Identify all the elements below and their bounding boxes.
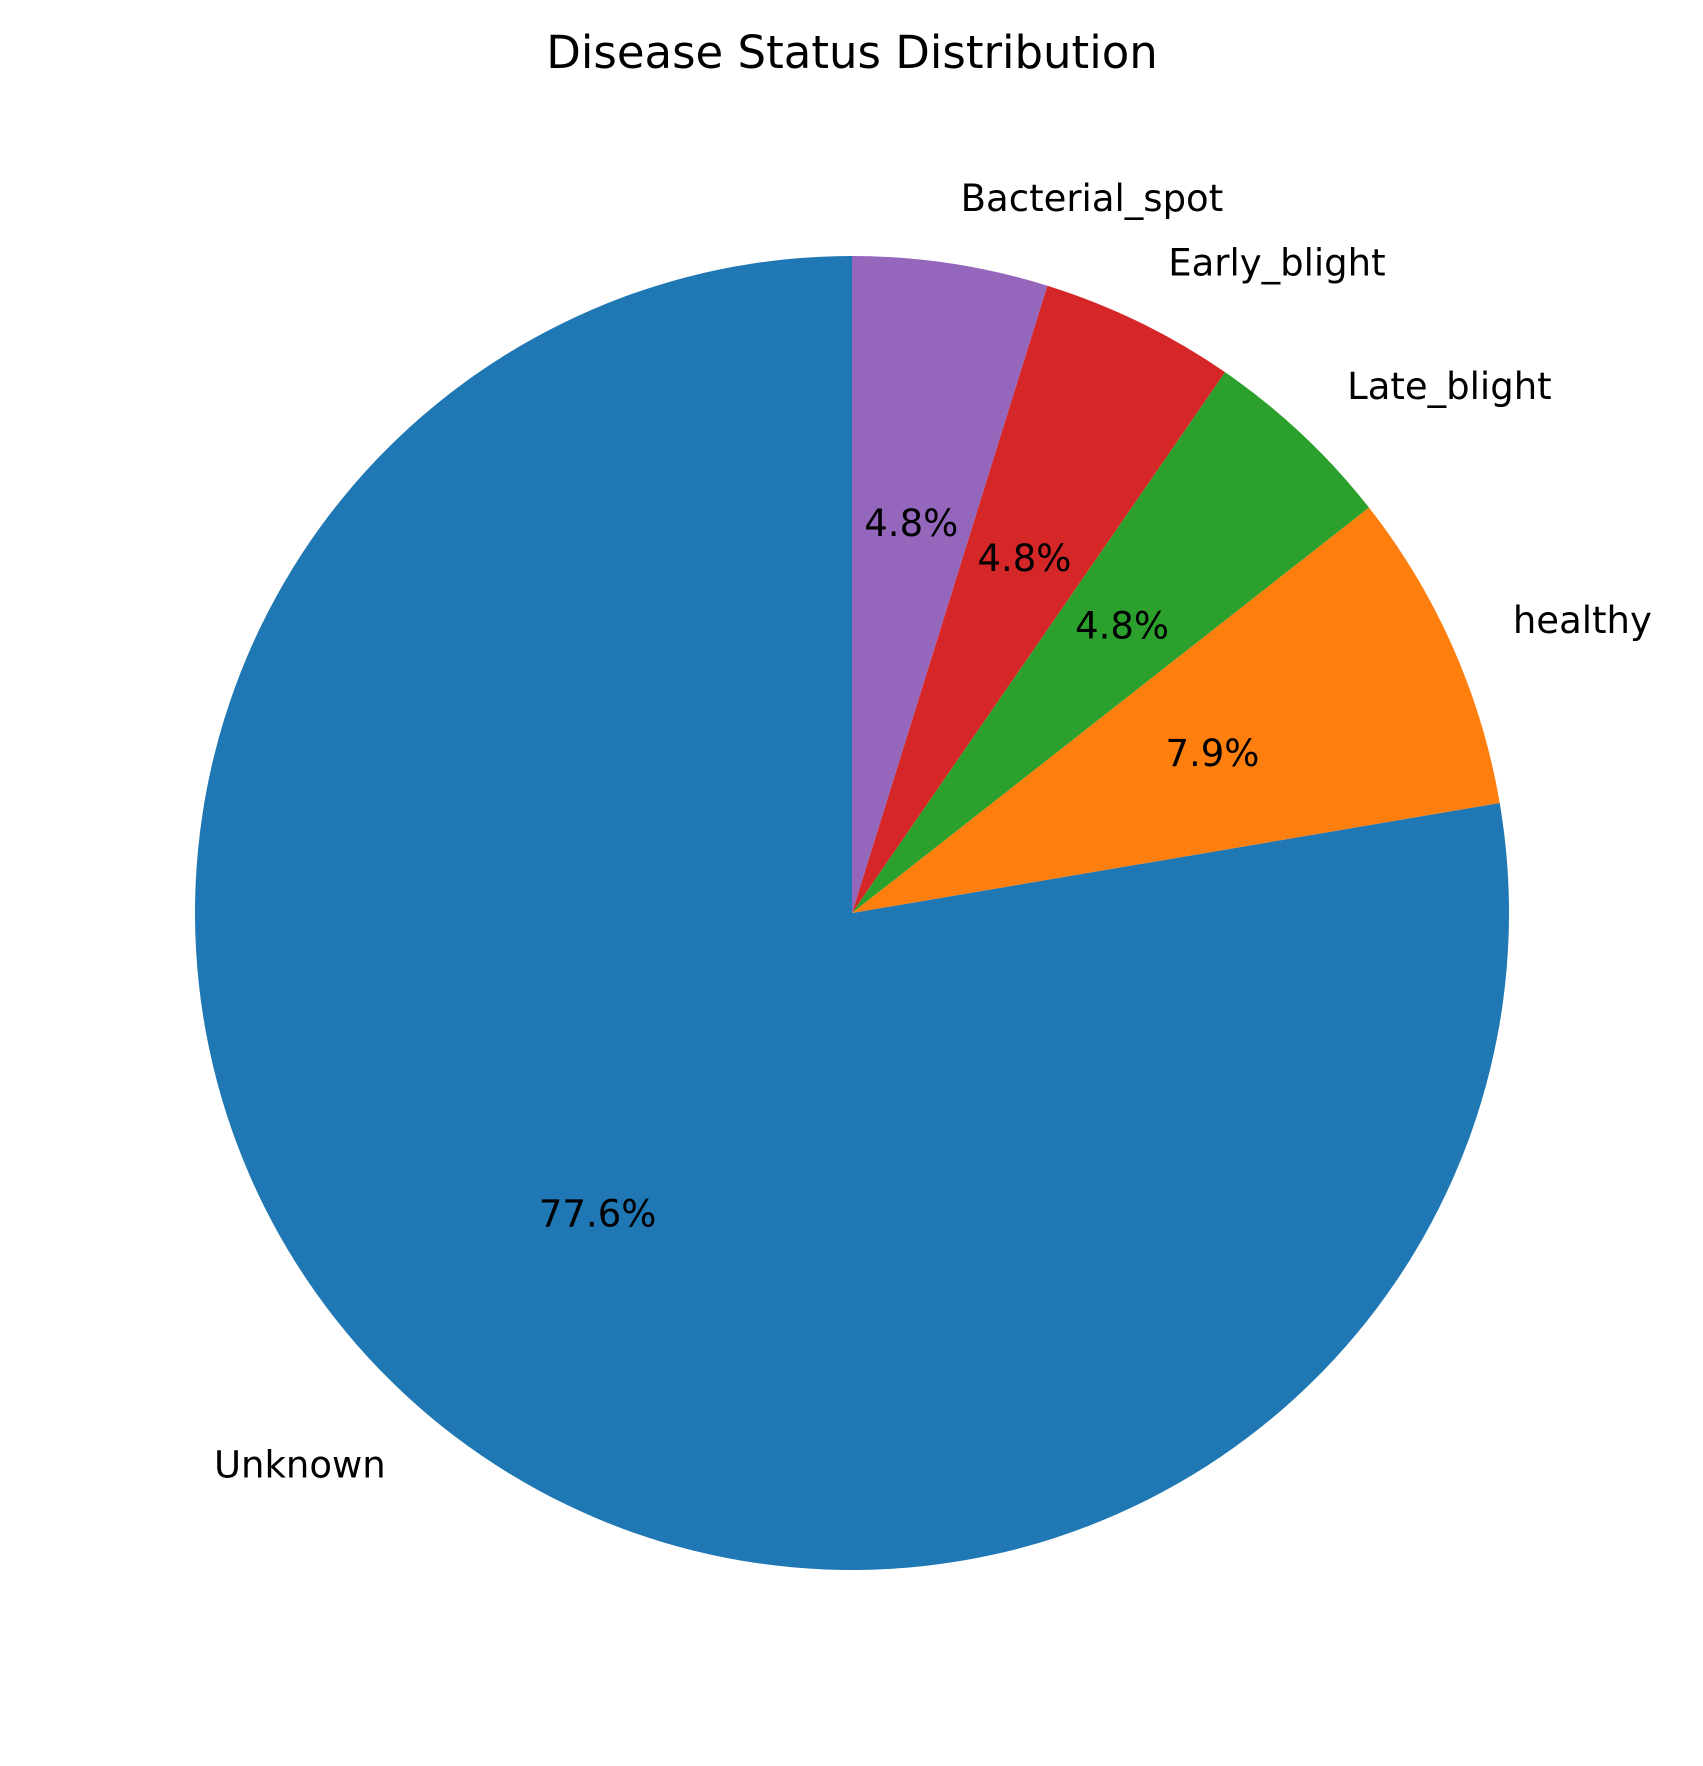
slice-label-late-blight: Late_blight [1347,365,1552,408]
percent-label-unknown: 77.6% [539,1193,657,1236]
percent-label-healthy: 7.9% [1165,732,1259,775]
percent-label-late-blight: 4.8% [1075,604,1169,647]
pie-slices [195,256,1509,1570]
percent-label-early-blight: 4.8% [977,537,1071,580]
chart-title: Disease Status Distribution [546,26,1158,79]
slice-label-unknown: Unknown [214,1444,386,1487]
slice-label-healthy: healthy [1513,599,1652,642]
percent-label-bacterial-spot: 4.8% [864,502,958,545]
slice-label-bacterial-spot: Bacterial_spot [961,177,1224,220]
slice-label-early-blight: Early_blight [1168,242,1385,285]
